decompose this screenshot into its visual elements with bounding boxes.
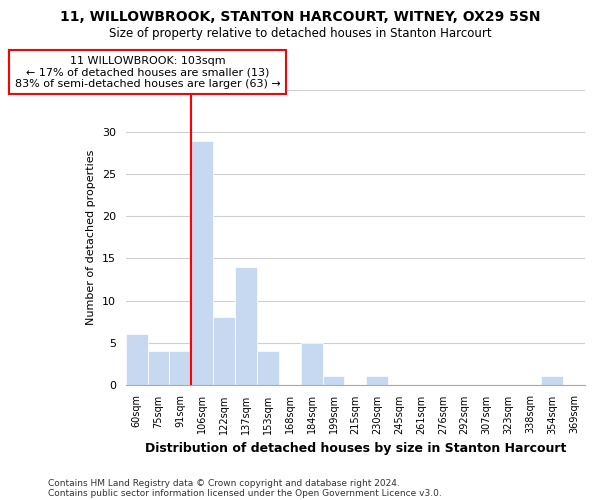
Bar <box>367 376 388 384</box>
Text: Size of property relative to detached houses in Stanton Harcourt: Size of property relative to detached ho… <box>109 28 491 40</box>
Bar <box>257 351 279 384</box>
Bar <box>126 334 148 384</box>
Bar <box>301 342 323 384</box>
Bar <box>323 376 344 384</box>
Bar <box>169 351 191 384</box>
Text: 11, WILLOWBROOK, STANTON HARCOURT, WITNEY, OX29 5SN: 11, WILLOWBROOK, STANTON HARCOURT, WITNE… <box>60 10 540 24</box>
Bar <box>235 267 257 384</box>
X-axis label: Distribution of detached houses by size in Stanton Harcourt: Distribution of detached houses by size … <box>145 442 566 455</box>
Text: Contains HM Land Registry data © Crown copyright and database right 2024.: Contains HM Land Registry data © Crown c… <box>48 478 400 488</box>
Y-axis label: Number of detached properties: Number of detached properties <box>86 150 97 325</box>
Bar <box>213 318 235 384</box>
Bar <box>191 141 213 384</box>
Text: 11 WILLOWBROOK: 103sqm
← 17% of detached houses are smaller (13)
83% of semi-det: 11 WILLOWBROOK: 103sqm ← 17% of detached… <box>15 56 280 88</box>
Bar <box>541 376 563 384</box>
Bar <box>148 351 169 384</box>
Text: Contains public sector information licensed under the Open Government Licence v3: Contains public sector information licen… <box>48 488 442 498</box>
